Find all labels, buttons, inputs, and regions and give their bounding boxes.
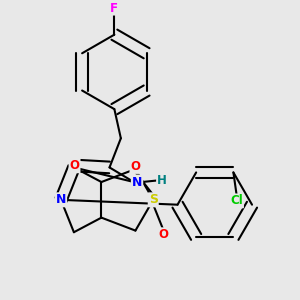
Text: H: H: [157, 174, 167, 187]
Text: N: N: [132, 176, 142, 188]
Text: O: O: [70, 159, 80, 172]
Text: O: O: [130, 160, 140, 173]
Text: N: N: [56, 193, 66, 206]
Text: S: S: [149, 193, 158, 206]
Text: Cl: Cl: [230, 194, 243, 207]
Text: O: O: [158, 228, 168, 241]
Text: F: F: [110, 2, 118, 15]
